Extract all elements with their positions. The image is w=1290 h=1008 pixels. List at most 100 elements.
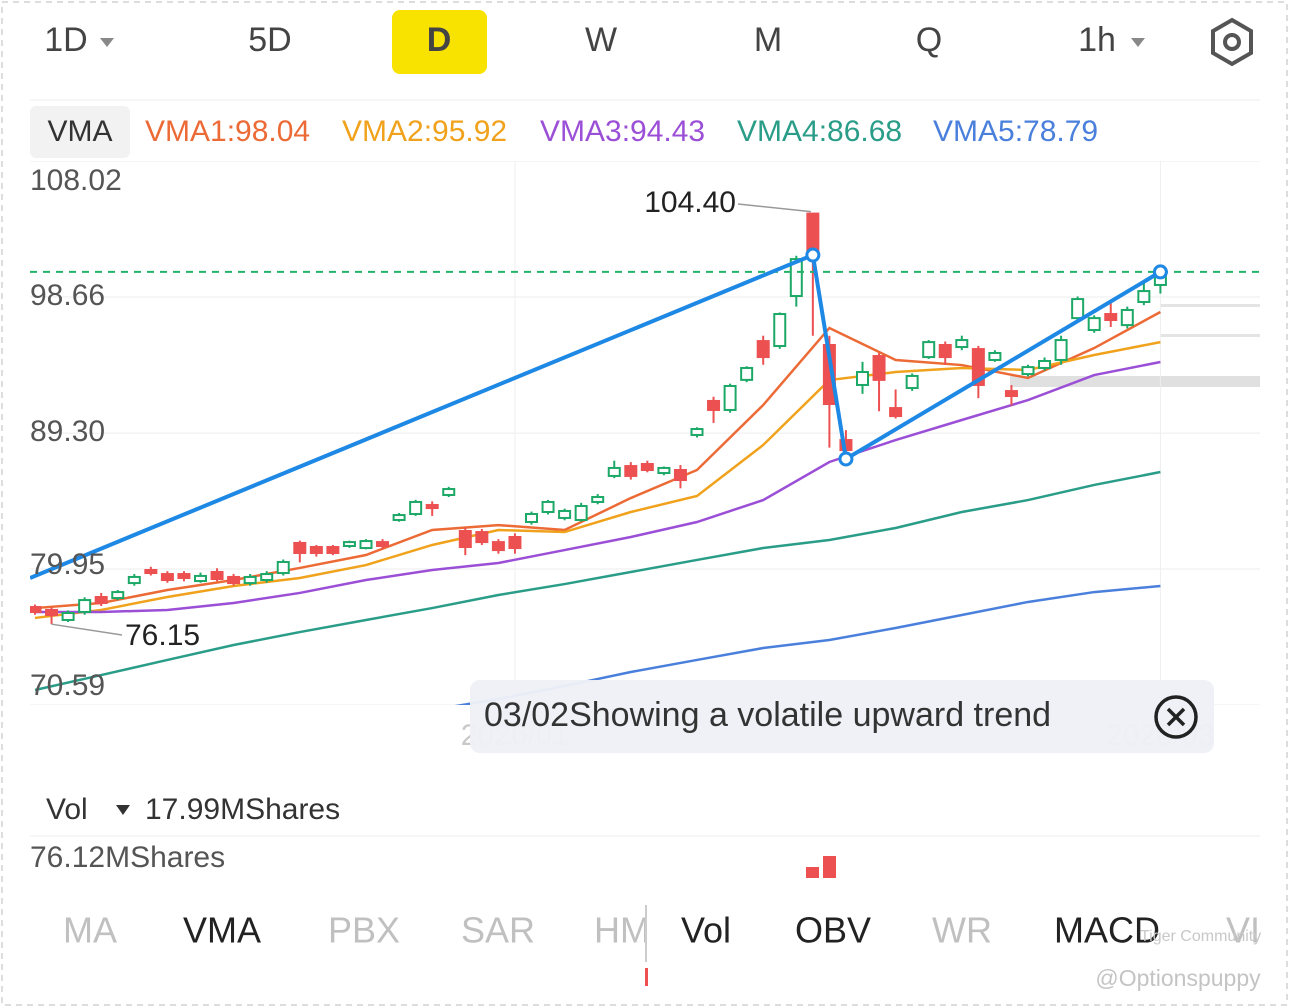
candle-body — [723, 384, 737, 411]
candle-body — [1054, 339, 1068, 361]
candle-body — [45, 608, 59, 617]
indicator-tab[interactable]: MA — [63, 910, 117, 951]
watermark: Tiger Community — [1140, 928, 1261, 945]
candle-body — [392, 514, 406, 521]
candle-body — [707, 399, 721, 411]
candle-body — [94, 596, 108, 604]
time-tab[interactable]: D — [427, 21, 452, 59]
candle-body — [425, 504, 439, 510]
candle-body — [30, 606, 42, 613]
indicator-box[interactable] — [30, 106, 130, 158]
low-label: 76.15 — [125, 619, 200, 652]
volume-scale: 76.12MShares — [30, 841, 225, 874]
indicator-name[interactable]: VMA — [47, 115, 112, 148]
volume-value: 17.99MShares — [145, 793, 340, 826]
legend-entry: VMA4:86.68 — [737, 115, 902, 148]
plot — [30, 161, 1260, 705]
candle-body — [591, 496, 605, 503]
ma-line — [35, 360, 1161, 614]
trend-point[interactable] — [805, 247, 821, 263]
candle-body — [756, 340, 770, 359]
candle-body — [1120, 308, 1134, 327]
candle-body — [210, 571, 224, 580]
candle-body — [442, 488, 456, 496]
time-tab[interactable]: M — [754, 21, 782, 59]
indicator-tab[interactable]: VI — [1226, 910, 1260, 951]
candle-body — [409, 500, 423, 516]
time-tab[interactable]: 5D — [248, 21, 291, 59]
indicator-tab[interactable]: VMA — [183, 910, 261, 951]
y-tick-label: 108.02 — [30, 164, 122, 197]
indicator-tab[interactable]: SAR — [461, 910, 535, 951]
candle-body — [78, 599, 92, 613]
candle-body — [574, 505, 588, 521]
trend-point[interactable] — [1152, 264, 1168, 280]
candle-body — [1021, 366, 1035, 376]
candle-body — [177, 573, 191, 579]
candle-body — [475, 531, 489, 544]
ma-line — [34, 470, 1161, 692]
ma-line — [454, 584, 1161, 705]
settings-icon[interactable] — [1211, 17, 1253, 67]
candle-body — [1087, 317, 1101, 332]
level-bar — [1160, 304, 1260, 307]
tooltip-close[interactable] — [1154, 695, 1198, 739]
low-pointer — [51, 623, 123, 636]
tooltip-box — [470, 680, 1214, 753]
time-tab[interactable]: 1D — [44, 21, 87, 59]
high-label: 104.40 — [644, 186, 736, 219]
candle-body — [111, 591, 125, 600]
indicator-tab[interactable]: HM — [594, 910, 650, 951]
y-tick-label: 70.59 — [30, 669, 105, 702]
trend-point[interactable] — [838, 451, 854, 467]
candle-body — [342, 541, 356, 548]
candle-body — [508, 535, 522, 550]
indicator-tab[interactable]: Vol — [681, 910, 731, 951]
y-tick-label: 98.66 — [30, 279, 105, 312]
candle-body — [194, 574, 207, 583]
candle-body — [491, 541, 505, 552]
time-tab[interactable]: 1h — [1078, 21, 1116, 59]
dropdown-arrow — [116, 805, 130, 815]
volume-label[interactable]: Vol — [46, 793, 88, 826]
indicator-tab[interactable]: PBX — [328, 910, 400, 951]
candle-body — [326, 546, 340, 554]
indicator-tab[interactable]: WR — [932, 910, 992, 951]
candle-body — [971, 348, 985, 386]
candle-body — [872, 355, 886, 381]
candle-body — [905, 374, 919, 390]
candle-body — [127, 575, 141, 585]
candle-body — [227, 575, 241, 585]
time-tab[interactable]: Q — [916, 21, 942, 59]
candle-body — [938, 343, 952, 359]
legend-entry: VMA1:98.04 — [145, 115, 310, 148]
candle-body — [773, 313, 787, 348]
volume-bar — [806, 867, 819, 878]
overlay: 108.02 98.66 89.30 79.95 70.59 VMA1:98.04 VMA2… — [30, 115, 1168, 702]
candle-body — [690, 428, 704, 436]
indicator-tab[interactable]: MACD — [1054, 910, 1160, 951]
high-pointer — [737, 203, 811, 213]
legend-entry: VMA3:94.43 — [540, 115, 705, 148]
time-tab[interactable]: W — [585, 21, 617, 59]
candle-body — [1004, 390, 1018, 398]
trend-line — [30, 252, 1162, 580]
tab-highlight[interactable] — [392, 10, 487, 74]
candle-body — [789, 258, 803, 298]
candle-body — [61, 612, 75, 621]
candle-body — [922, 341, 936, 359]
y-tick-label: 89.30 — [30, 415, 105, 448]
candle-body — [276, 560, 290, 575]
tooltip-text: 03/02Showing a volatile upward trend — [484, 696, 1051, 734]
level-bar — [1010, 376, 1260, 387]
candle-body — [889, 407, 903, 418]
candle-body — [558, 509, 572, 519]
candle-body — [607, 466, 621, 477]
candle-body — [293, 541, 307, 554]
candle-body — [856, 371, 869, 386]
candle-body — [260, 573, 274, 582]
indicator-tab[interactable]: OBV — [795, 910, 871, 951]
candle-body — [640, 463, 654, 471]
